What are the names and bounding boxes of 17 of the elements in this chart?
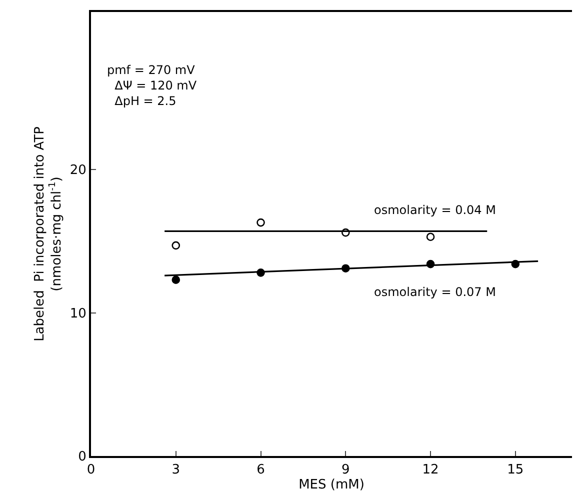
annotation: osmolarity = 0.04 M xyxy=(374,203,496,217)
x-tick-label: 9 xyxy=(342,462,350,478)
point xyxy=(172,241,180,250)
x-tick-label: 15 xyxy=(507,462,524,478)
y-tick-label: 10 xyxy=(70,306,86,322)
point xyxy=(256,218,265,227)
y-tick-label: 20 xyxy=(70,163,86,178)
point xyxy=(342,228,350,237)
x-tick-label: 6 xyxy=(256,462,265,478)
x-tick-label: 12 xyxy=(422,462,439,478)
y-tick-label: 0 xyxy=(78,450,86,465)
x-axis-title: MES (mM) xyxy=(298,478,364,493)
annotation: osmolarity = 0.07 M xyxy=(374,285,496,299)
point xyxy=(426,232,435,242)
x-tick-label: 3 xyxy=(172,462,180,478)
point xyxy=(172,276,180,284)
annotation: pmf = 270 mV ΔΨ = 120 mV ΔpH = 2.5 xyxy=(107,63,198,108)
